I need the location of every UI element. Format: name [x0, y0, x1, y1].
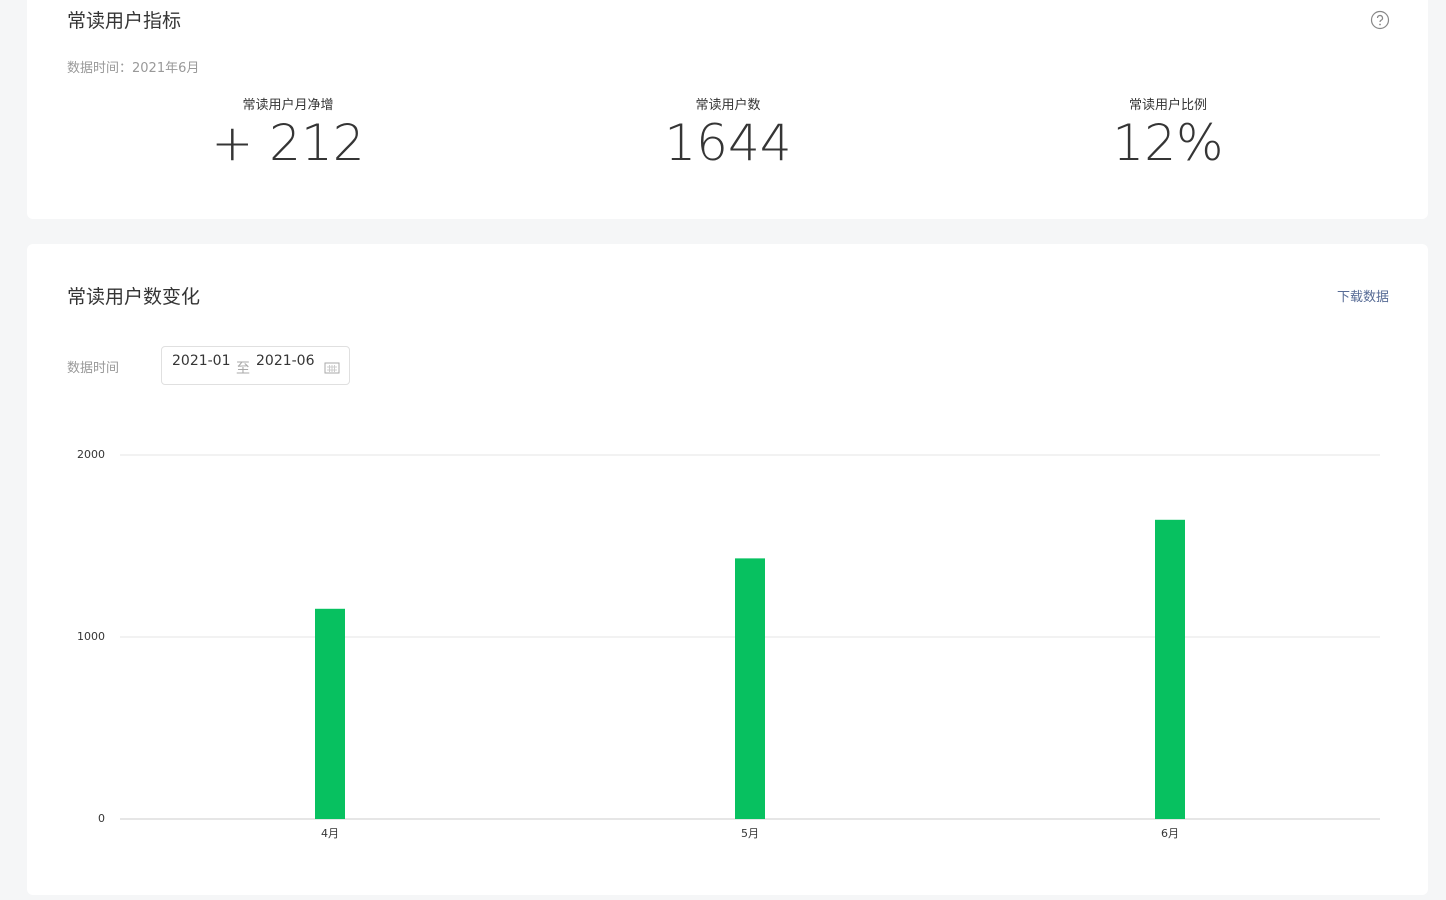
metrics-card: 常读用户指标 数据时间：2021年6月 常读用户月净增 + 212 常读用户数 … — [27, 0, 1428, 219]
help-icon[interactable] — [1370, 10, 1390, 30]
card-title: 常读用户指标 — [67, 10, 182, 32]
bar — [315, 608, 345, 819]
x-tick-label: 5月 — [741, 827, 759, 840]
x-tick-label: 4月 — [321, 827, 339, 840]
y-tick-label: 1000 — [77, 630, 105, 643]
download-link[interactable]: 下载数据 — [1336, 290, 1389, 305]
y-tick-label: 2000 — [77, 448, 105, 461]
date-picker[interactable]: 2021-01 至 2021-06 — [161, 346, 350, 385]
x-tick-label: 6月 — [1161, 827, 1179, 840]
trend-card: 常读用户数变化 下载数据 数据时间 2021-01 至 2021-06 — [27, 244, 1428, 895]
bar — [1155, 519, 1185, 819]
metric-label: 常读用户数 — [695, 98, 761, 113]
metric-value: + 212 — [211, 114, 365, 172]
metric-value: 12% — [1112, 114, 1224, 172]
metric-label: 常读用户月净增 — [242, 98, 334, 113]
filter-label: 数据时间 — [67, 361, 120, 376]
card-title: 常读用户数变化 — [67, 286, 201, 308]
metric-value: 1644 — [664, 114, 792, 172]
y-tick-label: 0 — [98, 812, 105, 825]
metric-label: 常读用户比例 — [1128, 98, 1207, 113]
chart: 0 1000 2000 4月 5月 6月 — [77, 448, 1380, 840]
data-time: 数据时间：2021年6月 — [67, 61, 200, 76]
date-start: 2021-01 — [172, 353, 231, 369]
date-separator: 至 — [236, 361, 250, 377]
calendar-icon — [324, 362, 340, 374]
date-end: 2021-06 — [256, 353, 315, 369]
bar — [735, 558, 765, 819]
